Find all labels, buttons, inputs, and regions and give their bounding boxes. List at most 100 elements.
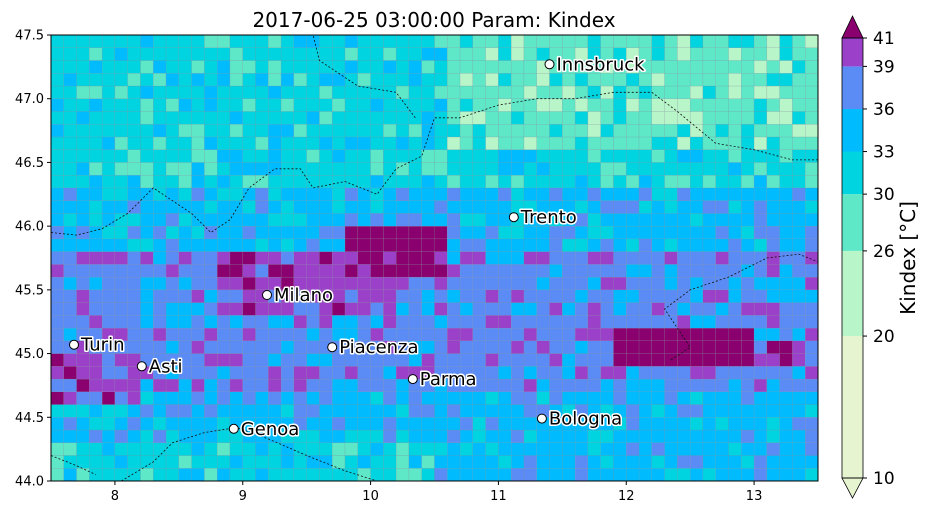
heatmap-cell [702,417,716,431]
heatmap-cell [434,124,448,138]
heatmap-cell [370,174,384,189]
heatmap-cell [101,404,116,418]
heatmap-cell [447,136,461,150]
heatmap-cell [319,111,333,125]
heatmap-cell [728,404,742,418]
heatmap-cell [204,366,218,380]
heatmap-cell [383,47,397,61]
heatmap-cell [357,455,371,469]
heatmap-cell [638,213,652,227]
heatmap-cell [421,315,435,329]
heatmap-cell [127,442,141,456]
heatmap-cell [344,468,358,482]
heatmap-cell [165,162,180,176]
heatmap-cell [178,327,192,342]
heatmap-cell [229,162,243,176]
heatmap-cell [357,124,371,138]
heatmap-cell [383,225,397,240]
heatmap-cell [485,60,499,74]
heatmap-cell [255,73,269,87]
heatmap-cell [153,404,167,418]
heatmap-cell [715,315,729,329]
heatmap-cell [114,378,128,392]
heatmap-cell [485,327,499,342]
heatmap-cell [498,73,512,87]
heatmap-cell [114,404,128,418]
heatmap-cell [651,213,665,227]
heatmap-cell [485,251,499,265]
heatmap-cell [447,238,461,252]
heatmap-cell [779,111,793,125]
heatmap-cell [344,264,358,278]
heatmap-cell [255,60,269,74]
heatmap-cell [140,417,154,431]
heatmap-cell [677,34,691,48]
heatmap-cell [741,391,755,405]
heatmap-cell [715,238,729,252]
heatmap-cell [63,429,77,443]
heatmap-cell [101,111,116,125]
heatmap-cell [459,149,474,163]
heatmap-cell [357,98,371,112]
heatmap-cell [89,85,103,99]
heatmap-cell [370,34,384,48]
heatmap-cell [89,404,103,418]
heatmap-cell [357,200,371,214]
heatmap-cell [114,98,128,112]
city-markers: InnsbruckTrentoMilanoTurinAstiPiacenzaPa… [69,53,647,441]
heatmap-cell [127,429,141,443]
heatmap-cell [651,174,665,189]
heatmap-cell [268,315,282,329]
heatmap-cell [766,264,780,278]
heatmap-cell [434,174,448,189]
heatmap-cell [50,124,64,138]
heatmap-cell [753,34,768,48]
heatmap-cell [306,60,320,74]
heatmap-cell [523,60,537,74]
heatmap-cell [779,213,793,227]
heatmap-cell [447,353,461,367]
heatmap-cell [101,366,116,380]
heatmap-cell [255,366,269,380]
heatmap-cell [255,111,269,125]
heatmap-cell [523,417,537,431]
heatmap-cell [383,455,397,469]
heatmap-cell [101,442,116,456]
heatmap-cell [217,73,231,87]
heatmap-cell [229,34,243,48]
heatmap-cell [191,124,205,138]
heatmap-cell [319,85,333,99]
heatmap-cell [319,455,333,469]
heatmap-cell [702,98,716,112]
heatmap-cell [447,455,461,469]
heatmap-cell [153,225,167,240]
heatmap-cell [626,98,640,112]
heatmap-cell [741,73,755,87]
heatmap-cell [472,455,486,469]
heatmap-cell [204,468,218,482]
heatmap-cell [114,251,128,265]
heatmap-cell [766,353,780,367]
heatmap-cell [178,149,192,163]
heatmap-cell [728,60,742,74]
heatmap-cell [395,289,410,303]
heatmap-cell [689,378,704,392]
heatmap-cell [766,429,780,443]
heatmap-cell [779,149,793,163]
heatmap-cell [562,264,576,278]
heatmap-cell [549,111,563,125]
heatmap-cell [651,442,665,456]
heatmap-cell [268,455,282,469]
heatmap-cell [306,353,320,367]
heatmap-cell [498,276,512,291]
heatmap-cell [651,34,665,48]
heatmap-cell [753,276,768,291]
heatmap-cell [741,200,755,214]
heatmap-cell [76,404,90,418]
heatmap-cell [728,85,742,99]
heatmap-cell [715,124,729,138]
heatmap-cell [357,149,371,163]
heatmap-cell [357,378,371,392]
heatmap-cell [280,264,295,278]
heatmap-cell [101,162,116,176]
